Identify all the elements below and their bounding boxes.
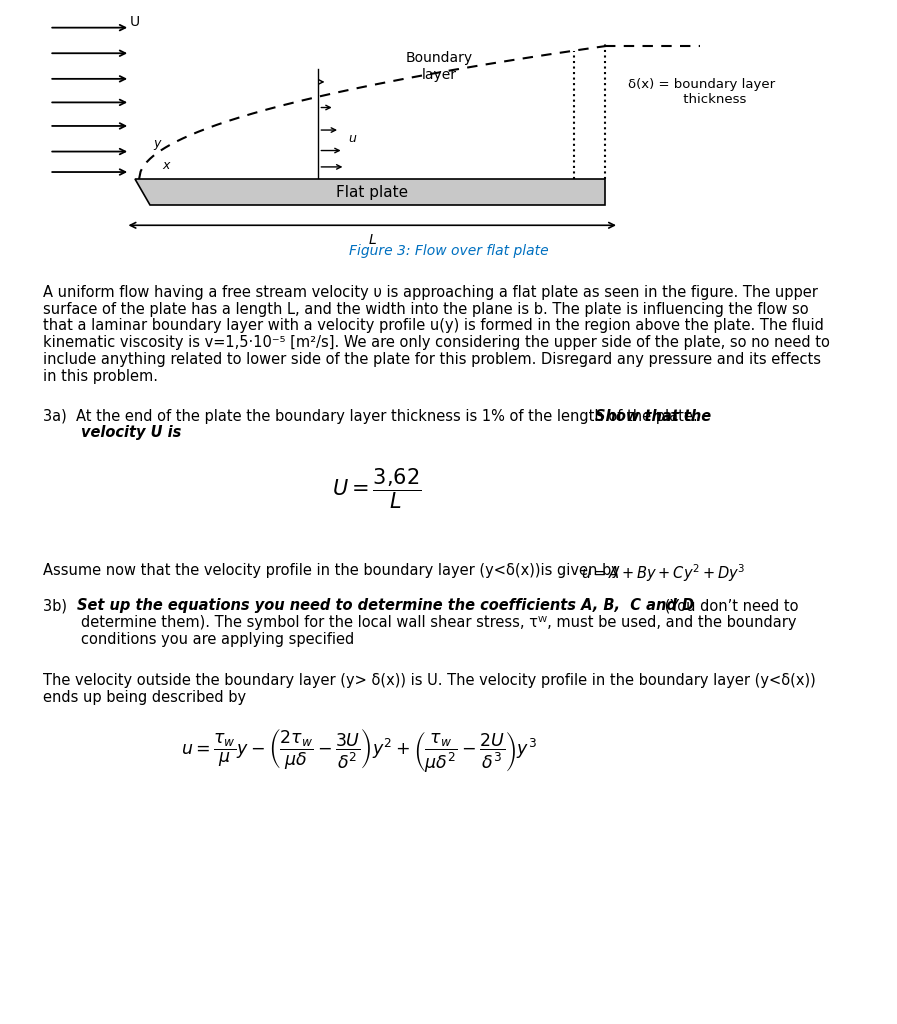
Text: $u = A + By + Cy^2 + Dy^3$: $u = A + By + Cy^2 + Dy^3$ [581,563,746,585]
Text: include anything related to lower side of the plate for this problem. Disregard : include anything related to lower side o… [43,352,821,368]
Text: δ(x) = boundary layer
             thickness: δ(x) = boundary layer thickness [628,78,775,106]
Text: Boundary
layer: Boundary layer [406,51,473,82]
Text: Figure 3: Flow over flat plate: Figure 3: Flow over flat plate [349,244,548,258]
Text: surface of the plate has a length L, and the width into the plane is b. The plat: surface of the plate has a length L, and… [43,301,809,316]
Text: The velocity outside the boundary layer (y> δ(x)) is U. The velocity profile in : The velocity outside the boundary layer … [43,673,815,688]
Text: that a laminar boundary layer with a velocity profile u(y) is formed in the regi: that a laminar boundary layer with a vel… [43,318,824,334]
Text: velocity U is: velocity U is [81,426,181,440]
Text: Flat plate: Flat plate [336,184,408,200]
Text: $U = \dfrac{3{,}62}{L}$: $U = \dfrac{3{,}62}{L}$ [332,467,422,511]
Text: 3b): 3b) [43,598,76,613]
Text: A uniform flow having a free stream velocity υ is approaching a flat plate as se: A uniform flow having a free stream velo… [43,285,818,300]
Text: conditions you are applying specified: conditions you are applying specified [81,632,354,647]
Text: u: u [348,132,356,144]
Text: Set up the equations you need to determine the coefficients A, B,  C and D: Set up the equations you need to determi… [77,598,694,613]
Text: $u = \dfrac{\tau_w}{\mu}y - \left(\dfrac{2\tau_w}{\mu\delta} - \dfrac{3U}{\delta: $u = \dfrac{\tau_w}{\mu}y - \left(\dfrac… [181,727,536,775]
Text: (You don’t need to: (You don’t need to [660,598,798,613]
Text: ends up being described by: ends up being described by [43,690,246,705]
Text: in this problem.: in this problem. [43,370,158,384]
Text: 3a)  At the end of the plate the boundary layer thickness is 1% of the length of: 3a) At the end of the plate the boundary… [43,409,707,424]
Text: L: L [369,233,376,248]
Text: y: y [153,137,161,150]
Text: Show that the: Show that the [595,409,710,424]
Text: U: U [130,15,140,30]
Polygon shape [135,179,605,205]
Text: determine them). The symbol for the local wall shear stress, τᵂ, must be used, a: determine them). The symbol for the loca… [81,614,797,630]
Text: Assume now that the velocity profile in the boundary layer (y<δ(x))is given by: Assume now that the velocity profile in … [43,563,629,578]
Text: x: x [162,160,170,172]
Text: kinematic viscosity is v=1,5·10⁻⁵ [m²/s]. We are only considering the upper side: kinematic viscosity is v=1,5·10⁻⁵ [m²/s]… [43,336,830,350]
